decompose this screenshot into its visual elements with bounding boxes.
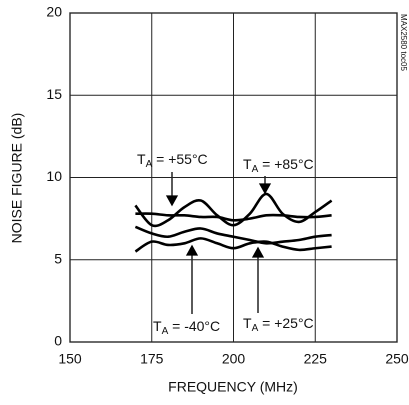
series-line <box>134 192 333 228</box>
annotation-text: = +55°C <box>152 151 207 167</box>
annotation: TA = -40°C <box>153 318 220 337</box>
annotation-sub: A <box>252 164 259 175</box>
y-tick-label: 5 <box>54 250 62 266</box>
x-tick-label: 250 <box>385 351 409 367</box>
annotation: TA = +85°C <box>243 156 314 175</box>
annotation-text: = +85°C <box>258 156 313 172</box>
x-tick-label: 150 <box>58 351 82 367</box>
x-tick-label: 175 <box>140 351 164 367</box>
annotation-text: = -40°C <box>168 318 220 334</box>
y-tick-label: 10 <box>46 168 62 184</box>
series-line <box>135 212 332 222</box>
y-tick-label: 15 <box>46 86 62 102</box>
side-note: MAX2580 toc05 <box>399 14 408 71</box>
annotation-base: T <box>243 156 252 172</box>
annotation-base: T <box>137 151 146 167</box>
series-line <box>134 225 332 245</box>
y-axis-label: NOISE FIGURE (dB) <box>9 113 25 244</box>
x-tick-label: 200 <box>222 351 246 367</box>
annotation-sub: A <box>252 323 259 334</box>
annotation-base: T <box>153 318 162 334</box>
x-tick-label: 225 <box>304 351 328 367</box>
annotation-sub: A <box>146 159 153 170</box>
annotation-base: T <box>243 315 252 331</box>
annotation-sub: A <box>162 326 169 337</box>
y-tick-label: 20 <box>46 4 62 20</box>
y-tick-label: 0 <box>54 333 62 349</box>
x-axis-label: FREQUENCY (MHz) <box>168 379 298 395</box>
series-line <box>134 237 332 253</box>
annotation: TA = +25°C <box>243 315 314 334</box>
annotation-text: = +25°C <box>258 315 313 331</box>
arrows <box>165 172 272 314</box>
annotation: TA = +55°C <box>137 151 208 170</box>
